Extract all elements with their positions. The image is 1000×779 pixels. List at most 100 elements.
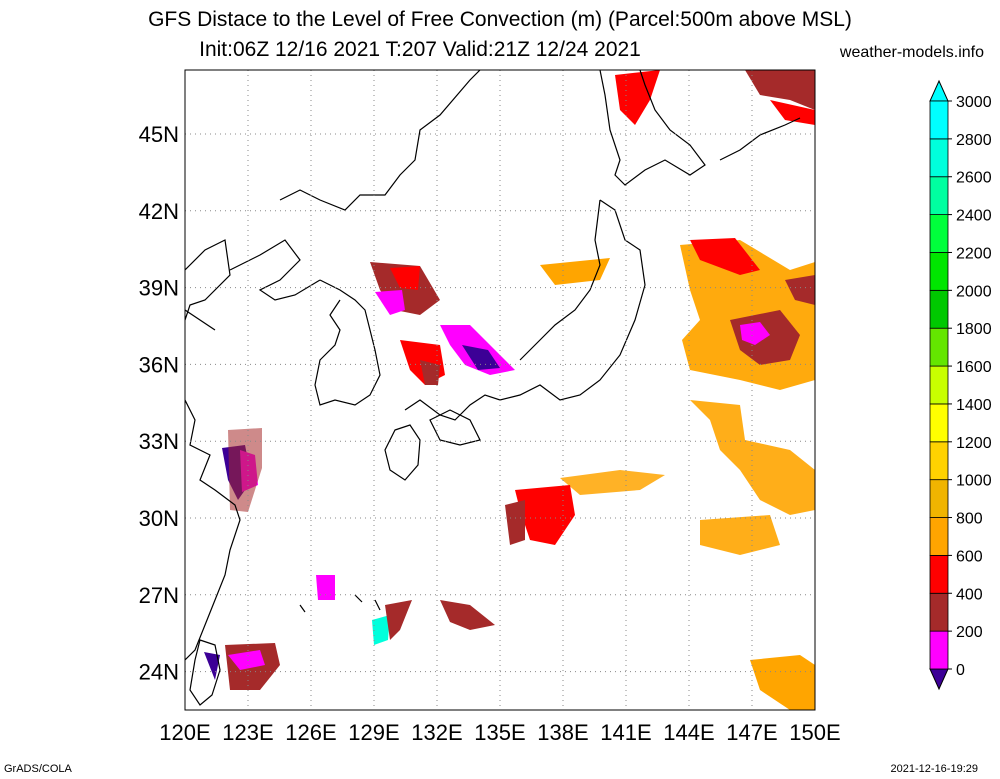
field-brown-kuril — [745, 70, 815, 110]
colorbar-label: 3000 — [956, 94, 992, 111]
map-subtitle: Init:06Z 12/16 2021 T:207 Valid:21Z 12/2… — [199, 38, 641, 61]
field-red-east-far — [785, 275, 815, 305]
colorbar-segment — [929, 403, 949, 443]
lat-tick-label: 33N — [139, 429, 179, 454]
colorbar-max-arrow — [929, 79, 949, 102]
lat-tick-label: 42N — [139, 199, 179, 224]
field-purple-japan-sea — [462, 345, 500, 370]
lat-tick-label: 30N — [139, 506, 179, 531]
colorbar-label: 400 — [956, 586, 983, 603]
coast-kurils — [719, 117, 801, 161]
colorbar-label: 1600 — [956, 359, 992, 376]
colorbar-segment — [929, 100, 949, 140]
lon-tick-label: 126E — [285, 720, 336, 745]
colorbar-label: 2800 — [956, 132, 992, 149]
colorbar-label: 600 — [956, 548, 983, 565]
lon-tick-label: 150E — [789, 720, 840, 745]
longitude-labels: 120E 123E 126E 129E 132E 135E 138E 141E 144E 147E… — [159, 720, 840, 745]
coast-ryukyu-3 — [299, 604, 306, 613]
lon-tick-label: 147E — [726, 720, 777, 745]
coastline-layer — [185, 70, 801, 706]
colorbar-label: 800 — [956, 511, 983, 528]
colorbar-segment — [929, 176, 949, 216]
colorbar: 0 200 400 600 800 1000 1200 1400 1600 1800 2000 220… — [929, 79, 992, 691]
colorbar-label: 1800 — [956, 321, 992, 338]
colorbar-min-arrow — [929, 668, 949, 691]
coast-honshu — [404, 199, 646, 421]
colorbar-label: 2200 — [956, 245, 992, 262]
coast-shikoku — [429, 409, 481, 446]
lon-tick-label: 132E — [411, 720, 462, 745]
lat-tick-label: 27N — [139, 583, 179, 608]
lon-tick-label: 138E — [537, 720, 588, 745]
field-red-korea-north — [390, 266, 420, 290]
lon-tick-label: 144E — [663, 720, 714, 745]
coast-taiwan — [189, 639, 221, 706]
footer-software: GrADS/COLA — [4, 763, 72, 775]
field-orange-ocean-south — [560, 470, 665, 495]
colorbar-segment — [929, 592, 949, 632]
colorbar-segment — [929, 517, 949, 556]
lat-tick-label: 39N — [139, 276, 179, 301]
colorbar-segment — [929, 365, 949, 405]
graticule — [185, 70, 815, 710]
site-credit: weather-models.info — [839, 44, 984, 61]
field-red-east-north — [690, 238, 760, 275]
colorbar-segment — [929, 630, 949, 670]
field-magenta-korea — [375, 290, 405, 315]
colorbar-segment — [929, 214, 949, 253]
footer-timestamp: 2021-12-16-19:29 — [890, 763, 978, 775]
colorbar-label: 200 — [956, 624, 983, 641]
field-brown-west-japan — [420, 360, 440, 385]
field-magenta-taiwan-east — [228, 650, 265, 670]
coast-sakhalin-hokkaido — [599, 70, 706, 186]
colorbar-segment — [929, 138, 949, 178]
field-orange-east-pacific-2 — [690, 400, 815, 515]
map-title: GFS Distace to the Level of Free Convect… — [148, 8, 852, 31]
lon-tick-label: 123E — [222, 720, 273, 745]
lon-tick-label: 141E — [600, 720, 651, 745]
coast-ryukyu-2 — [354, 594, 363, 603]
coast-russia — [279, 70, 481, 211]
colorbar-segment — [929, 327, 949, 367]
lon-tick-label: 120E — [159, 720, 210, 745]
colorbar-segment — [929, 289, 949, 329]
field-brown-ryukyu — [385, 600, 412, 640]
field-red-south-ocean — [515, 485, 575, 545]
map-frame — [184, 69, 816, 711]
lat-tick-label: 36N — [139, 352, 179, 377]
coast-china-east — [185, 399, 241, 661]
coast-china-north — [185, 239, 231, 321]
field-orange-far-southeast — [750, 655, 815, 710]
latitude-labels: 24N 27N 30N 33N 36N 39N 42N 45N — [139, 122, 179, 685]
coast-ryukyu-1 — [374, 599, 381, 611]
colorbar-label: 0 — [956, 662, 965, 679]
field-brown-shanghai — [228, 428, 262, 512]
field-red-kuril — [770, 100, 815, 125]
colorbar-label: 1400 — [956, 397, 992, 414]
colorbar-label: 2400 — [956, 208, 992, 225]
field-red-hokkaido — [615, 70, 660, 125]
lfc-field-layer — [204, 70, 815, 710]
colorbar-label: 1000 — [956, 473, 992, 490]
lon-tick-label: 129E — [348, 720, 399, 745]
lat-tick-label: 24N — [139, 660, 179, 685]
colorbar-segment — [929, 441, 949, 481]
coast-liaodong — [229, 239, 321, 301]
coast-china-bohai — [185, 309, 216, 331]
colorbar-label: 2600 — [956, 170, 992, 187]
coast-korea — [314, 279, 381, 406]
field-brown-south-east-ryukyu — [440, 600, 495, 630]
field-brown-south-ocean — [505, 500, 525, 545]
field-magenta-east-core — [740, 322, 770, 345]
field-orange-tohoku — [540, 258, 610, 285]
colorbar-segment — [929, 479, 949, 518]
coast-honshu-north — [519, 199, 601, 361]
colorbar-segment — [929, 252, 949, 291]
colorbar-label: 2000 — [956, 283, 992, 300]
lat-tick-label: 45N — [139, 122, 179, 147]
field-magenta-okinawa — [316, 575, 335, 600]
colorbar-label: 1200 — [956, 435, 992, 452]
colorbar-segment — [929, 555, 949, 594]
